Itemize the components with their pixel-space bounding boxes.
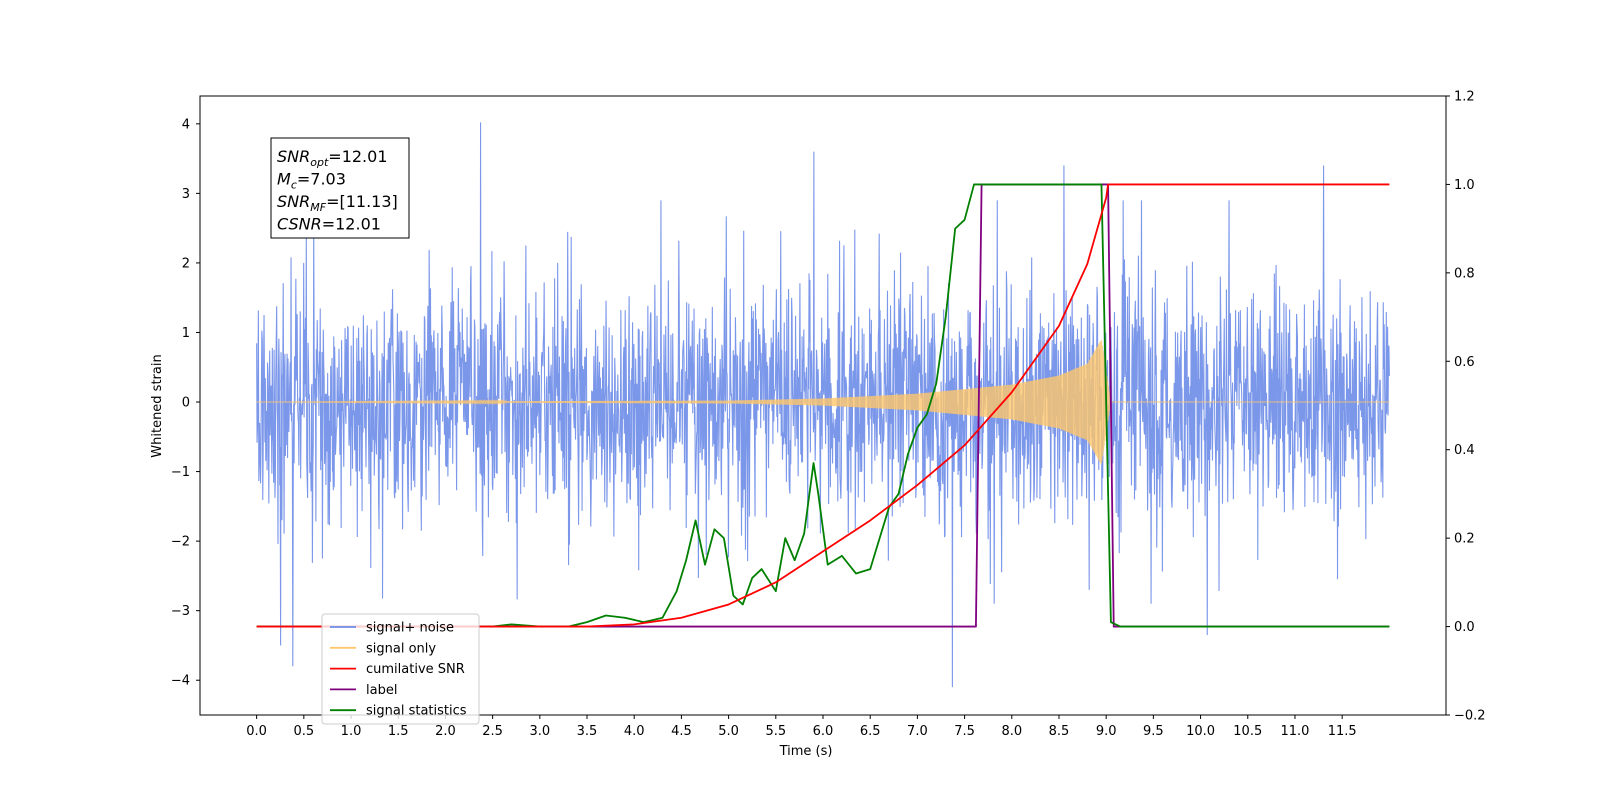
axes-ticks: 0.0 0.5 1.0 1.5 2.0 2.5 3.0 3.5 4.0 4.5 5.0 5.5 6.0 6… (171, 90, 1486, 740)
y2-tick-label: 0.8 (1454, 266, 1475, 281)
annotation-line: Mc=7.03 (277, 170, 346, 192)
legend-entry-label: signal only (366, 641, 436, 656)
annotation-sub: c (291, 179, 297, 192)
x-tick-label: 11.5 (1328, 724, 1357, 739)
x-tick-label: 9.0 (1096, 724, 1117, 739)
y2-tick-label: 0.4 (1454, 443, 1475, 458)
annotation-var: CSNR (277, 215, 322, 234)
x-axis-label: Time (s) (779, 744, 833, 759)
annotation-line: SNRMF=[11.13] (277, 192, 398, 214)
legend-entry-label: label (366, 683, 397, 698)
y2-tick-label: 0.6 (1454, 355, 1475, 370)
y2-tick-label: 0.0 (1454, 620, 1475, 635)
series-signal-noise-line (256, 122, 1390, 688)
series-signal-statistics-line (256, 183, 1390, 628)
annotation-value: =12.01 (328, 147, 387, 166)
legend-entry-label: cumilative SNR (366, 662, 465, 677)
x-tick-label: 1.5 (388, 724, 409, 739)
y-tick-label: −4 (171, 674, 190, 689)
annotation-value: =7.03 (297, 170, 346, 189)
x-tick-label: 6.0 (813, 724, 834, 739)
x-tick-label: 7.5 (954, 724, 975, 739)
annotation-var: M (277, 170, 291, 189)
y-axis-label: Whitened strain (150, 354, 165, 457)
y-tick-label: 1 (182, 326, 190, 341)
legend-frame (321, 613, 480, 725)
y-tick-label: 2 (182, 256, 190, 271)
x-tick-label: 9.5 (1143, 724, 1164, 739)
legend-entry-label: signal+ noise (366, 621, 454, 636)
plot-area (256, 122, 1390, 688)
annotation-box: SNRopt=12.01Mc=7.03SNRMF=[11.13]CSNR=12.… (270, 137, 410, 239)
y2-tick-label: 1.0 (1454, 178, 1475, 193)
series-cumilative-snr-line (256, 183, 1390, 628)
annotation-value: =12.01 (322, 215, 381, 234)
x-tick-label: 8.0 (1001, 724, 1022, 739)
annotation-line: CSNR=12.01 (277, 215, 381, 234)
x-tick-label: 4.0 (624, 724, 645, 739)
x-tick-label: 4.5 (671, 724, 692, 739)
y-tick-label: −2 (171, 535, 190, 550)
y-tick-label: −1 (171, 465, 190, 480)
annotation-var: SNR (277, 147, 310, 166)
x-tick-label: 2.5 (482, 724, 503, 739)
series-signal-only-line (256, 340, 1390, 465)
annotation-sub: opt (310, 156, 329, 169)
y2-tick-label: −0.2 (1454, 709, 1486, 724)
x-tick-label: 8.5 (1049, 724, 1070, 739)
y2-tick-label: 0.2 (1454, 532, 1475, 547)
x-tick-label: 2.0 (435, 724, 456, 739)
y-tick-label: −3 (171, 604, 190, 619)
annotation-value: =[11.13] (326, 192, 398, 211)
annotation-box-frame (270, 137, 410, 239)
legend-entry-label: signal statistics (366, 704, 467, 719)
x-tick-label: 3.0 (529, 724, 550, 739)
x-tick-label: 0.0 (246, 724, 267, 739)
x-tick-label: 5.0 (718, 724, 739, 739)
x-tick-label: 5.5 (765, 724, 786, 739)
y2-tick-label: 1.2 (1454, 90, 1475, 105)
x-tick-label: 6.5 (860, 724, 881, 739)
x-tick-label: 0.5 (293, 724, 314, 739)
y-tick-label: 4 (182, 117, 190, 132)
y-tick-label: 3 (182, 187, 190, 202)
x-tick-label: 11.0 (1280, 724, 1309, 739)
annotation-sub: MF (310, 201, 326, 214)
annotation-var: SNR (277, 192, 310, 211)
legend: signal+ noise signal only cumilative SNR la… (321, 613, 480, 725)
x-tick-label: 10.5 (1233, 724, 1262, 739)
x-tick-label: 1.0 (341, 724, 362, 739)
x-tick-label: 7.0 (907, 724, 928, 739)
x-tick-label: 3.5 (577, 724, 598, 739)
annotation-line: SNRopt=12.01 (277, 147, 388, 169)
y-tick-label: 0 (182, 396, 190, 411)
x-tick-label: 10.0 (1186, 724, 1215, 739)
